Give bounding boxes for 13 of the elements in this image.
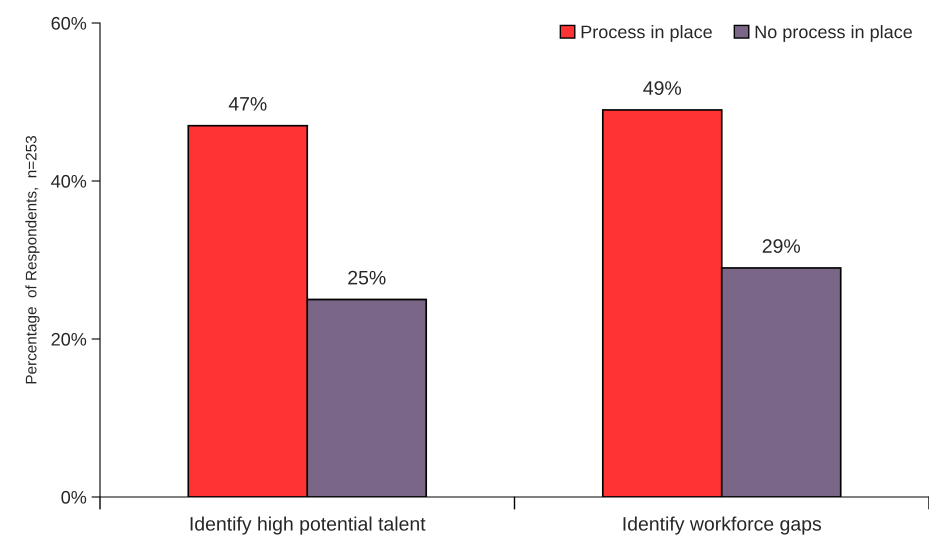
x-tick-label: Identify workforce gaps (624, 516, 822, 535)
data-label: 25% (348, 270, 386, 285)
y-tick-label: 40% (51, 174, 86, 188)
legend-label: No process in place (756, 25, 912, 42)
legend-label: Process in place (582, 25, 712, 42)
y-tick-label: 0% (61, 490, 86, 504)
y-tick-label: 60% (52, 16, 86, 30)
y-axis-title: Percentage of Respondents, n=253 (25, 136, 40, 384)
data-label: 49% (643, 81, 682, 95)
data-label: 47% (228, 97, 267, 111)
data-label: 29% (762, 239, 800, 253)
x-tick-label: Identify high potential talent (190, 516, 426, 535)
y-tick-label: 20% (52, 332, 86, 346)
